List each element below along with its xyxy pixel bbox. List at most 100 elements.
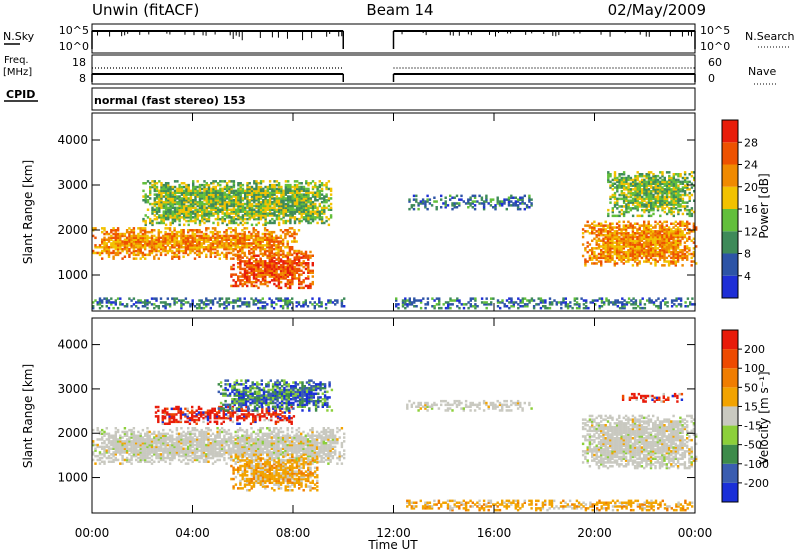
data-cell [261, 244, 264, 247]
data-cell [244, 208, 247, 211]
data-cell [198, 189, 202, 193]
data-cell [155, 210, 159, 213]
data-cell [307, 210, 310, 213]
data-cell [645, 239, 648, 242]
data-cell [659, 303, 662, 306]
data-cell [248, 246, 251, 249]
data-cell [627, 224, 630, 227]
data-cell [314, 216, 317, 219]
data-cell [598, 297, 601, 300]
data-cell [137, 253, 140, 257]
data-cell [169, 216, 172, 219]
data-cell [234, 247, 237, 251]
data-cell [516, 198, 520, 201]
data-cell [681, 258, 684, 261]
data-cell [259, 206, 263, 210]
data-cell [220, 240, 224, 243]
data-cell [171, 197, 174, 200]
data-cell [686, 245, 689, 248]
data-cell [298, 263, 301, 267]
data-cell [408, 303, 411, 306]
data-cell [604, 260, 607, 263]
data-cell [157, 240, 160, 243]
data-cell [661, 222, 664, 225]
data-cell [266, 267, 269, 271]
data-cell [257, 238, 260, 241]
data-cell [158, 216, 161, 219]
data-cell [116, 297, 120, 300]
data-cell [654, 230, 657, 233]
data-cell [498, 200, 502, 203]
data-cell [194, 195, 197, 198]
data-cell [449, 303, 452, 306]
data-cell [282, 216, 285, 219]
data-cell [661, 205, 664, 208]
data-cell [641, 188, 644, 191]
data-cell [212, 200, 215, 204]
data-cell [279, 247, 283, 251]
data-cell [638, 250, 641, 254]
data-cell [654, 176, 657, 180]
data-cell [311, 195, 315, 198]
data-cell [325, 183, 328, 187]
data-cell [591, 247, 594, 250]
data-cell [182, 230, 185, 234]
data-cell [139, 299, 142, 302]
data-cell [273, 271, 276, 274]
data-cell [151, 219, 154, 223]
data-cell [507, 198, 511, 201]
data-cell [598, 306, 601, 310]
data-cell [259, 252, 262, 256]
data-cell [295, 256, 299, 259]
data-cell [169, 195, 172, 198]
data-cell [235, 221, 238, 225]
data-cell [311, 214, 315, 217]
data-cell [275, 217, 279, 221]
data-cell [455, 206, 459, 209]
data-cell [659, 205, 662, 208]
data-cell [667, 249, 671, 252]
data-cell [311, 219, 315, 223]
data-cell [114, 242, 117, 245]
data-cell [119, 240, 122, 243]
data-cell [158, 180, 161, 183]
data-cell [171, 216, 174, 219]
data-cell [225, 212, 229, 215]
data-cell [244, 189, 247, 193]
data-cell [663, 182, 666, 185]
data-cell [98, 246, 102, 249]
data-cell [257, 204, 260, 208]
data-cell [295, 240, 298, 243]
data-cell [149, 219, 152, 223]
data-cell [587, 306, 590, 310]
data-cell [241, 199, 245, 202]
data-cell [289, 210, 292, 213]
data-cell [178, 191, 181, 194]
data-cell [591, 249, 594, 252]
data-cell [307, 262, 310, 265]
data-cell [460, 198, 463, 201]
data-cell [173, 206, 177, 210]
data-cell [286, 260, 290, 263]
data-cell [132, 236, 136, 240]
data-cell [114, 299, 117, 302]
data-cell [114, 244, 117, 247]
data-cell [255, 217, 258, 221]
data-cell [277, 216, 281, 219]
data-cell [205, 187, 208, 191]
data-cell [198, 208, 202, 211]
data-cell [198, 229, 201, 232]
data-cell [275, 297, 278, 300]
data-cell [191, 242, 194, 245]
data-cell [641, 173, 644, 176]
data-cell [667, 235, 671, 239]
data-cell [168, 227, 172, 230]
data-cell [309, 269, 312, 273]
data-cell [665, 190, 669, 193]
data-cell [307, 193, 310, 196]
data-cell [609, 230, 612, 233]
data-cell [268, 244, 271, 247]
data-cell [264, 263, 267, 267]
data-cell [609, 222, 612, 225]
